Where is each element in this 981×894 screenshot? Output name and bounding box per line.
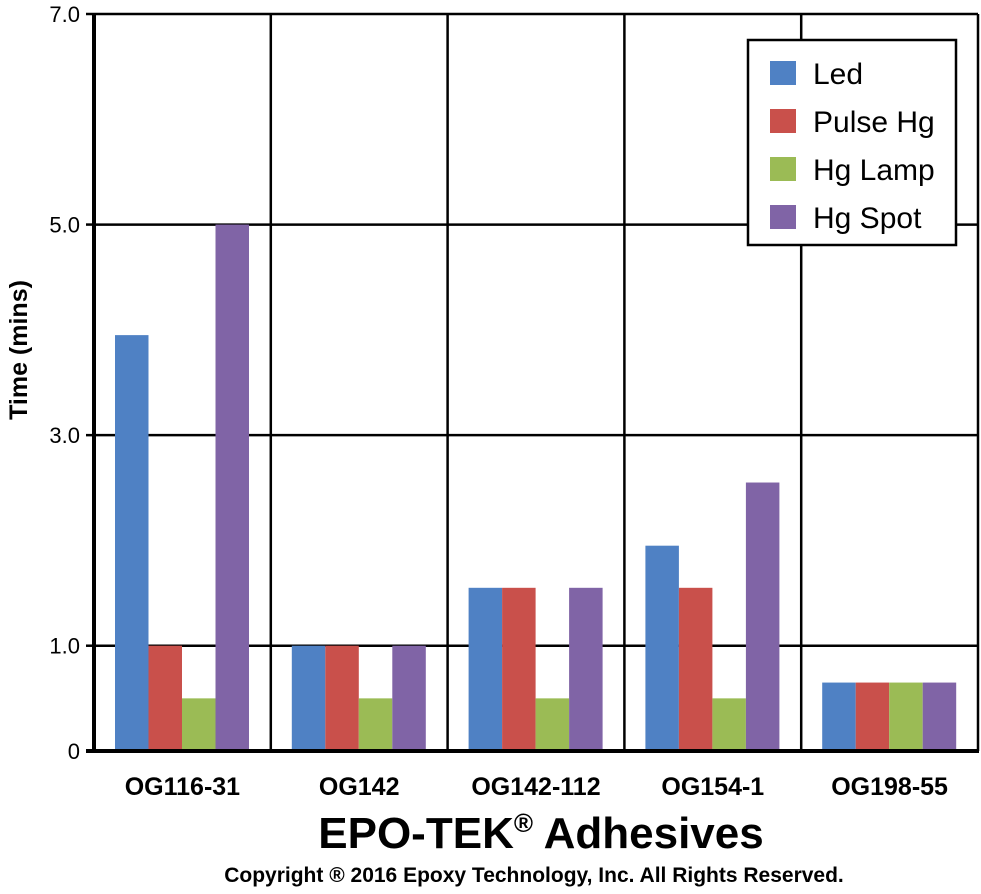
bar-hg-spot-og198-55 xyxy=(922,682,957,751)
y-tick-label: 1.0 xyxy=(49,634,80,659)
category-labels: OG116-31 OG142 OG142-112 OG154-1 OG198-55 xyxy=(125,773,948,801)
y-tick-label: 0 xyxy=(68,739,80,764)
y-tick-label: 7.0 xyxy=(49,2,80,27)
legend-swatch xyxy=(770,109,796,133)
category-label: OG116-31 xyxy=(125,773,240,801)
bar-pulse-hg-og198-55 xyxy=(855,682,890,751)
bar-hg-lamp-og154-1 xyxy=(712,698,746,751)
bar-hg-spot-og116-31 xyxy=(215,224,249,752)
bar-pulse-hg-og116-31 xyxy=(148,645,182,751)
bar-led-og198-55 xyxy=(822,682,856,751)
bar-led-og142 xyxy=(291,645,326,751)
bar-pulse-hg-og154-1 xyxy=(678,587,713,751)
bars xyxy=(115,224,957,752)
legend-swatch xyxy=(770,61,796,85)
y-tick-label: 3.0 xyxy=(49,423,80,448)
y-tick-labels: 0 1.0 3.0 5.0 7.0 xyxy=(49,2,80,764)
x-axis-label: EPO-TEK® Adhesives xyxy=(318,808,763,858)
category-label: OG142-112 xyxy=(471,773,600,801)
y-tick-label: 5.0 xyxy=(49,213,80,238)
bar-hg-spot-og142-112 xyxy=(569,587,603,751)
bar-hg-lamp-og142-112 xyxy=(535,698,570,751)
bar-hg-spot-og154-1 xyxy=(745,482,780,751)
plot-frame xyxy=(86,12,980,753)
bar-led-og116-31 xyxy=(115,335,149,751)
copyright-notice: Copyright ® 2016 Epoxy Technology, Inc. … xyxy=(224,864,844,887)
bar-pulse-hg-og142-112 xyxy=(502,587,536,751)
y-axis-label: Time (mins) xyxy=(5,280,33,420)
legend-label: Pulse Hg xyxy=(813,106,935,139)
legend-swatch xyxy=(770,205,796,229)
legend-swatch xyxy=(770,157,796,181)
legend: Led Pulse Hg Hg Lamp Hg Spot xyxy=(746,38,958,247)
bar-hg-lamp-og198-55 xyxy=(889,682,923,751)
bar-hg-spot-og142 xyxy=(392,645,426,751)
category-label: OG198-55 xyxy=(831,773,948,801)
legend-label: Hg Lamp xyxy=(813,154,935,187)
legend-label: Led xyxy=(813,58,863,91)
bar-pulse-hg-og142 xyxy=(325,645,359,751)
bar-hg-lamp-og142 xyxy=(358,698,393,751)
bar-led-og154-1 xyxy=(645,545,679,751)
category-label: OG154-1 xyxy=(661,773,764,801)
category-label: OG142 xyxy=(319,773,400,801)
legend-label: Hg Spot xyxy=(813,202,922,235)
bar-hg-lamp-og116-31 xyxy=(182,698,216,751)
bar-led-og142-112 xyxy=(468,587,503,751)
